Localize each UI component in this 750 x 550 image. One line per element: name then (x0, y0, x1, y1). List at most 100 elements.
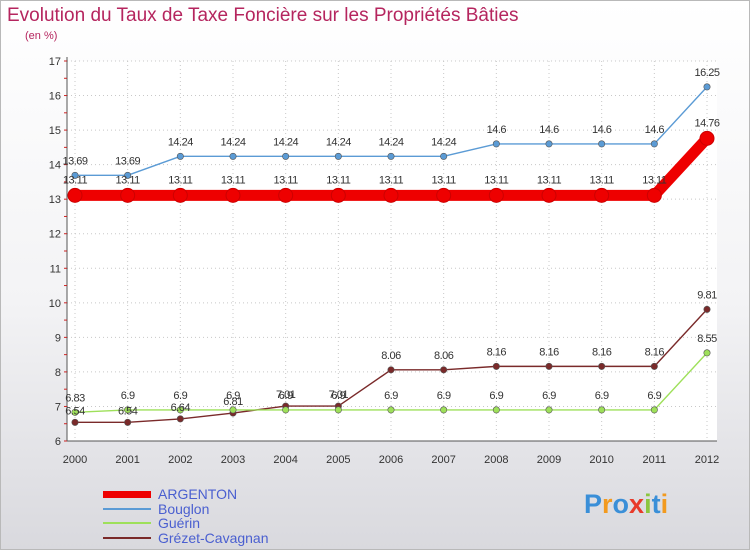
x-tick-label: 2011 (643, 454, 667, 466)
data-point (436, 187, 452, 203)
data-point (598, 140, 606, 148)
data-point (440, 152, 448, 160)
data-label: 13.69 (62, 155, 87, 167)
data-label: 6.64 (171, 402, 191, 414)
data-label: 6.9 (331, 390, 345, 402)
data-label: 13.11 (484, 174, 509, 186)
data-point (545, 362, 553, 370)
data-point (334, 406, 342, 414)
data-point (282, 152, 290, 160)
data-label: 13.11 (221, 174, 246, 186)
y-tick-label: 7 (55, 401, 61, 413)
data-point (387, 366, 395, 374)
x-tick-label: 2004 (273, 454, 297, 466)
data-point (545, 406, 553, 414)
x-tick-label: 2009 (537, 454, 561, 466)
data-label: 6.81 (223, 396, 243, 408)
plot-area (67, 61, 717, 441)
legend-swatch (103, 507, 151, 510)
x-tick-label: 2003 (221, 454, 245, 466)
data-label: 13.11 (274, 174, 299, 186)
y-tick-label: 8 (55, 367, 61, 379)
data-point (492, 140, 500, 148)
data-label: 8.16 (592, 346, 612, 358)
data-point (703, 349, 711, 357)
x-tick-label: 2012 (695, 454, 719, 466)
data-label: 14.24 (273, 136, 298, 148)
data-label: 14.76 (694, 117, 719, 129)
logo-letter: x (629, 489, 645, 519)
legend-swatch (103, 536, 151, 539)
data-point (650, 406, 658, 414)
x-tick-label: 2008 (484, 454, 508, 466)
data-label: 8.55 (697, 333, 717, 345)
data-label: 14.24 (431, 136, 456, 148)
y-tick-label: 14 (49, 160, 61, 172)
data-label: 8.16 (487, 346, 507, 358)
data-label: 14.6 (487, 124, 507, 136)
data-point (282, 406, 290, 414)
data-point (703, 305, 711, 313)
x-tick-label: 2006 (379, 454, 403, 466)
data-label: 13.11 (642, 174, 667, 186)
y-tick-label: 13 (49, 194, 61, 206)
logo-letter: o (612, 489, 630, 519)
legend: ARGENTON Bouglon Guérin Grézet-Cavagnan (103, 487, 269, 545)
data-point (492, 362, 500, 370)
data-point (176, 406, 184, 414)
data-point (124, 406, 132, 414)
data-point (225, 187, 241, 203)
y-tick-label: 16 (49, 91, 61, 103)
data-label: 14.24 (168, 136, 193, 148)
data-point (598, 362, 606, 370)
data-label: 6.9 (595, 390, 609, 402)
data-label: 6.9 (173, 390, 187, 402)
legend-swatch (103, 490, 151, 498)
data-point (492, 406, 500, 414)
data-point (71, 171, 79, 179)
legend-item: ARGENTON (103, 487, 269, 502)
data-label: 14.24 (326, 136, 351, 148)
x-tick-label: 2000 (63, 454, 87, 466)
data-label: 8.16 (539, 346, 559, 358)
data-label: 6.9 (437, 390, 451, 402)
data-point (488, 187, 504, 203)
legend-label: Guérin (158, 515, 201, 532)
data-point (229, 152, 237, 160)
data-label: 7.01 (329, 389, 349, 401)
logo-letter: r (602, 489, 613, 519)
data-label: 13.11 (432, 174, 457, 186)
data-label: 6.83 (65, 392, 85, 404)
logo-letter: t (651, 489, 661, 519)
legend-label: ARGENTON (158, 486, 238, 503)
data-point (330, 187, 346, 203)
data-point (176, 152, 184, 160)
data-label: 8.06 (434, 350, 454, 362)
data-point (124, 418, 132, 426)
data-point (71, 408, 79, 416)
data-point (229, 406, 237, 414)
data-label: 6.54 (65, 405, 85, 417)
y-tick-label: 10 (49, 298, 61, 310)
proxiti-logo: Proxiti (584, 489, 668, 520)
data-label: 9.81 (697, 289, 717, 301)
data-point (334, 152, 342, 160)
data-point (594, 187, 610, 203)
y-tick-label: 17 (49, 56, 61, 68)
data-label: 13.11 (590, 174, 615, 186)
logo-letter: P (584, 489, 603, 519)
data-label: 6.9 (384, 390, 398, 402)
y-tick-label: 12 (49, 229, 61, 241)
data-point (440, 406, 448, 414)
legend-swatch (103, 522, 151, 525)
data-label: 6.54 (118, 405, 138, 417)
data-label: 7.01 (276, 389, 296, 401)
data-label: 13.69 (115, 155, 140, 167)
data-point (120, 187, 136, 203)
data-point (387, 152, 395, 160)
data-point (172, 187, 188, 203)
data-label: 13.11 (116, 174, 141, 186)
y-tick-label: 15 (49, 125, 61, 137)
